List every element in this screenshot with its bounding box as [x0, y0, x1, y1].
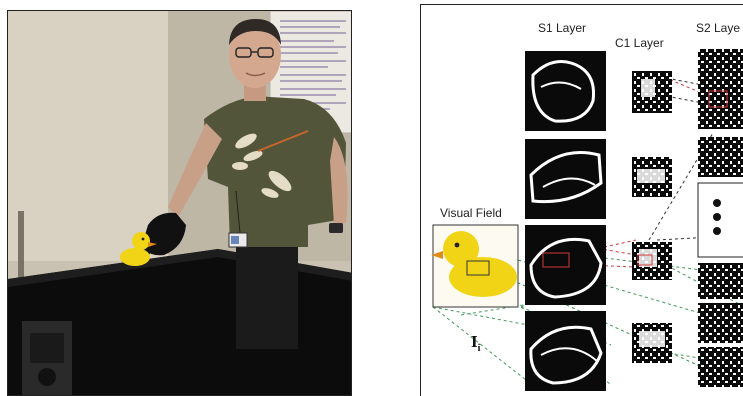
visual-field-image — [431, 224, 519, 308]
shirt-print — [232, 130, 309, 198]
head — [229, 22, 281, 88]
s2-map-2 — [698, 137, 743, 177]
ellipsis-dot — [713, 213, 721, 221]
c1-layer-maps — [632, 71, 672, 363]
speaker-icon — [22, 321, 72, 395]
s2-map-3 — [698, 263, 743, 299]
feature-hierarchy-diagram: S1 Layer C1 Layer S2 Laye Visual Field — [420, 4, 743, 396]
s2-map-4 — [698, 303, 743, 343]
s1-layer-label: S1 Layer — [538, 21, 586, 35]
s2-layer-label: S2 Laye — [696, 21, 740, 35]
duck-icon — [120, 232, 157, 266]
s1-layer-maps — [525, 51, 606, 391]
s1-map-4 — [525, 311, 606, 391]
badge-icon — [228, 190, 248, 248]
photo-scene — [8, 11, 351, 395]
glasses-icon — [235, 47, 274, 58]
right-arm — [330, 137, 348, 225]
left-wall — [8, 11, 168, 261]
s1-map-3 — [525, 225, 606, 305]
ellipsis-dot — [713, 199, 721, 207]
watch-icon — [329, 223, 343, 233]
s2-layer-maps — [697, 49, 743, 387]
c1-layer-label: C1 Layer — [615, 36, 664, 50]
input-symbol: Ii — [471, 332, 481, 354]
s2-map-1 — [698, 49, 743, 129]
s2-ellipsis-box — [697, 182, 743, 258]
trousers — [236, 239, 298, 349]
diagram-canvas: S1 Layer C1 Layer S2 Laye Visual Field — [431, 21, 743, 391]
s2-map-5 — [698, 347, 743, 387]
robot-demo-photo — [7, 10, 352, 396]
visual-field-label: Visual Field — [440, 206, 502, 220]
ellipsis-dot — [713, 227, 721, 235]
left-arm — [168, 123, 222, 217]
hair — [229, 19, 281, 45]
